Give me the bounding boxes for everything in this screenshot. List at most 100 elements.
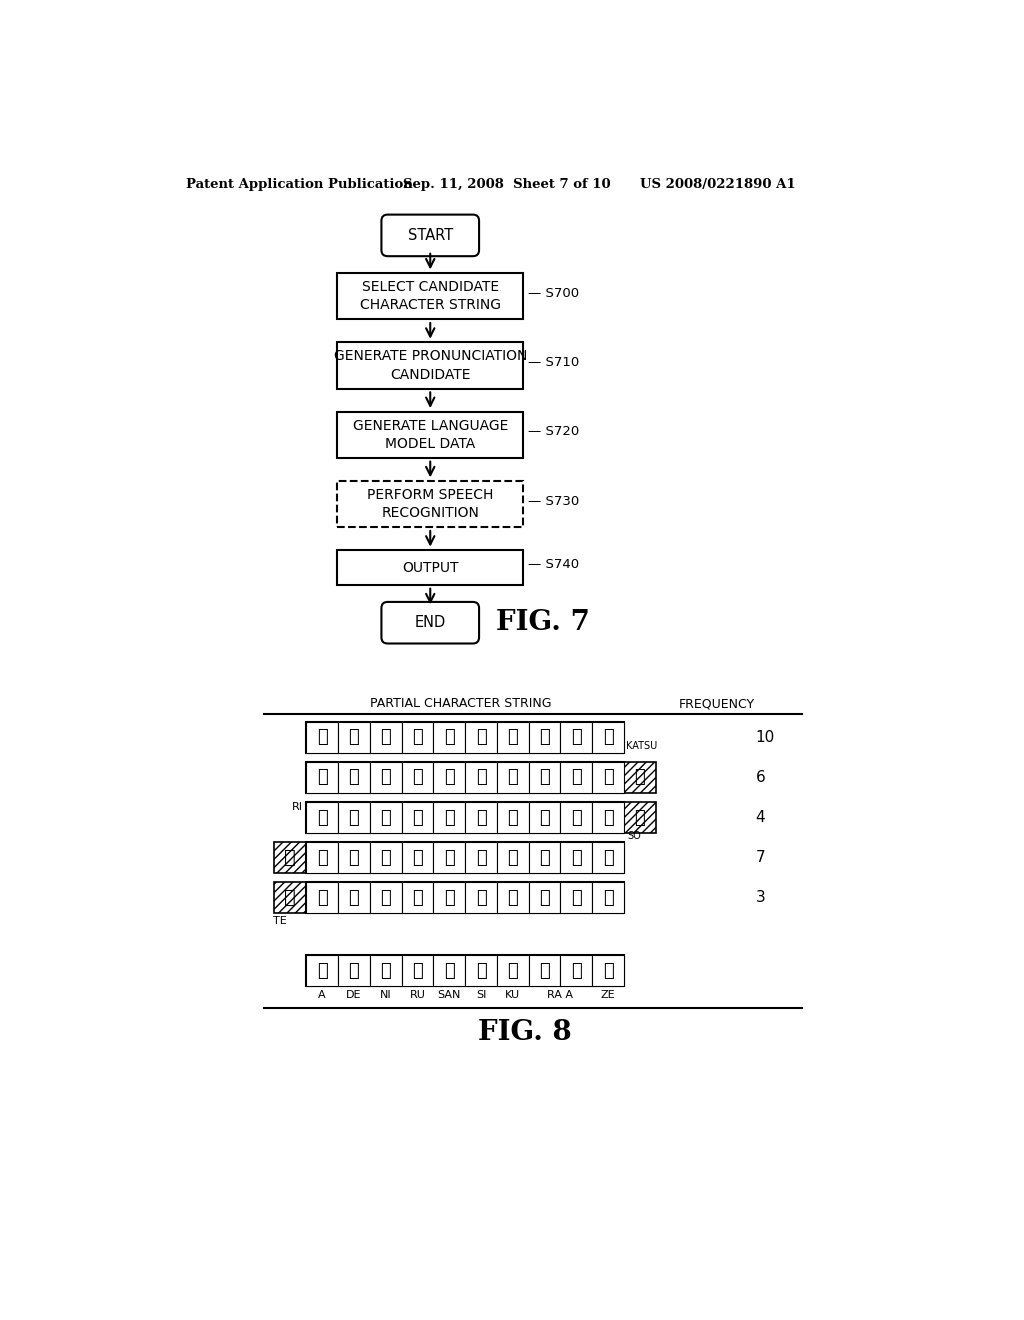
Text: ク: ク <box>508 768 518 787</box>
Bar <box>560 722 592 752</box>
Bar <box>370 762 401 793</box>
Text: ア: ア <box>316 729 328 746</box>
Text: FREQUENCY: FREQUENCY <box>679 697 755 710</box>
Bar <box>306 722 624 752</box>
Text: ラ: ラ <box>540 849 550 866</box>
Text: ー: ー <box>571 768 582 787</box>
Bar <box>401 882 433 913</box>
Bar <box>528 882 560 913</box>
Bar <box>433 803 465 833</box>
Text: GENERATE PRONUNCIATION
CANDIDATE: GENERATE PRONUNCIATION CANDIDATE <box>334 350 527 381</box>
Text: ニ: ニ <box>380 809 391 826</box>
Text: ニ: ニ <box>380 849 391 866</box>
Text: 3: 3 <box>756 890 766 906</box>
Bar <box>370 803 401 833</box>
Bar <box>306 803 338 833</box>
Text: ル: ル <box>412 962 423 979</box>
Text: ゼ: ゼ <box>603 962 613 979</box>
Text: シ: シ <box>475 809 486 826</box>
Text: ー: ー <box>571 962 582 979</box>
Text: ZE: ZE <box>601 990 615 1001</box>
Text: ル: ル <box>412 729 423 746</box>
Bar <box>624 762 655 793</box>
Text: ラ: ラ <box>540 729 550 746</box>
Bar <box>433 842 465 873</box>
Bar <box>465 762 497 793</box>
Bar <box>528 762 560 793</box>
Bar <box>306 882 338 913</box>
Bar <box>338 722 370 752</box>
Bar <box>306 803 624 833</box>
Text: A: A <box>318 990 326 1001</box>
Bar <box>592 722 624 752</box>
Text: ク: ク <box>508 849 518 866</box>
Bar <box>337 550 523 585</box>
Text: ア: ア <box>316 809 328 826</box>
Text: ル: ル <box>412 768 423 787</box>
Text: PARTIAL CHARACTER STRING: PARTIAL CHARACTER STRING <box>371 697 552 710</box>
Bar <box>338 803 370 833</box>
Text: — S710: — S710 <box>528 356 580 370</box>
Bar <box>370 956 401 986</box>
Text: ゼ: ゼ <box>603 768 613 787</box>
Bar <box>370 842 401 873</box>
Text: RA A: RA A <box>548 990 573 1001</box>
Text: GENERATE LANGUAGE
MODEL DATA: GENERATE LANGUAGE MODEL DATA <box>352 418 508 451</box>
Bar <box>274 842 306 873</box>
Bar <box>592 762 624 793</box>
Bar <box>592 882 624 913</box>
Text: DE: DE <box>346 990 361 1001</box>
Bar <box>528 722 560 752</box>
Text: OUTPUT: OUTPUT <box>402 561 459 574</box>
Text: ラ: ラ <box>540 768 550 787</box>
FancyBboxPatch shape <box>381 602 479 644</box>
Text: Sep. 11, 2008  Sheet 7 of 10: Sep. 11, 2008 Sheet 7 of 10 <box>403 178 610 190</box>
Text: 7: 7 <box>756 850 765 865</box>
Bar <box>401 762 433 793</box>
Text: 陰: 陰 <box>635 809 645 826</box>
Text: FIG. 7: FIG. 7 <box>496 610 590 636</box>
Text: SI: SI <box>476 990 486 1001</box>
Text: RI: RI <box>292 803 303 812</box>
Text: KU: KU <box>505 990 520 1001</box>
Text: START: START <box>408 228 453 243</box>
Text: ア: ア <box>316 849 328 866</box>
Bar <box>465 842 497 873</box>
Bar <box>338 762 370 793</box>
Text: 4: 4 <box>756 810 765 825</box>
Text: デ: デ <box>348 729 359 746</box>
Bar <box>338 956 370 986</box>
Text: 酔: 酔 <box>443 768 455 787</box>
Text: 酔: 酔 <box>443 888 455 907</box>
Text: シ: シ <box>475 888 486 907</box>
Bar <box>306 956 338 986</box>
Text: ー: ー <box>571 809 582 826</box>
Bar <box>401 842 433 873</box>
Text: — S720: — S720 <box>528 425 580 438</box>
Text: — S730: — S730 <box>528 495 580 508</box>
Text: FIG. 8: FIG. 8 <box>478 1019 571 1047</box>
Text: ア: ア <box>316 888 328 907</box>
Bar <box>401 803 433 833</box>
Text: シ: シ <box>475 729 486 746</box>
Bar <box>433 956 465 986</box>
Text: TE: TE <box>273 916 287 927</box>
Text: ク: ク <box>508 888 518 907</box>
Bar <box>401 722 433 752</box>
Text: ー: ー <box>571 729 582 746</box>
Bar <box>497 956 528 986</box>
Text: KATSU: KATSU <box>626 742 656 751</box>
Text: ゼ: ゼ <box>603 809 613 826</box>
Bar <box>592 842 624 873</box>
Text: ル: ル <box>412 809 423 826</box>
Text: PERFORM SPEECH
RECOGNITION: PERFORM SPEECH RECOGNITION <box>367 488 494 520</box>
Bar <box>624 803 655 833</box>
Text: ニ: ニ <box>380 729 391 746</box>
Text: END: END <box>415 615 445 630</box>
Text: 酔: 酔 <box>443 962 455 979</box>
Bar <box>433 762 465 793</box>
Text: ア: ア <box>316 768 328 787</box>
Text: ニ: ニ <box>380 962 391 979</box>
Bar <box>560 762 592 793</box>
Text: ラ: ラ <box>540 888 550 907</box>
